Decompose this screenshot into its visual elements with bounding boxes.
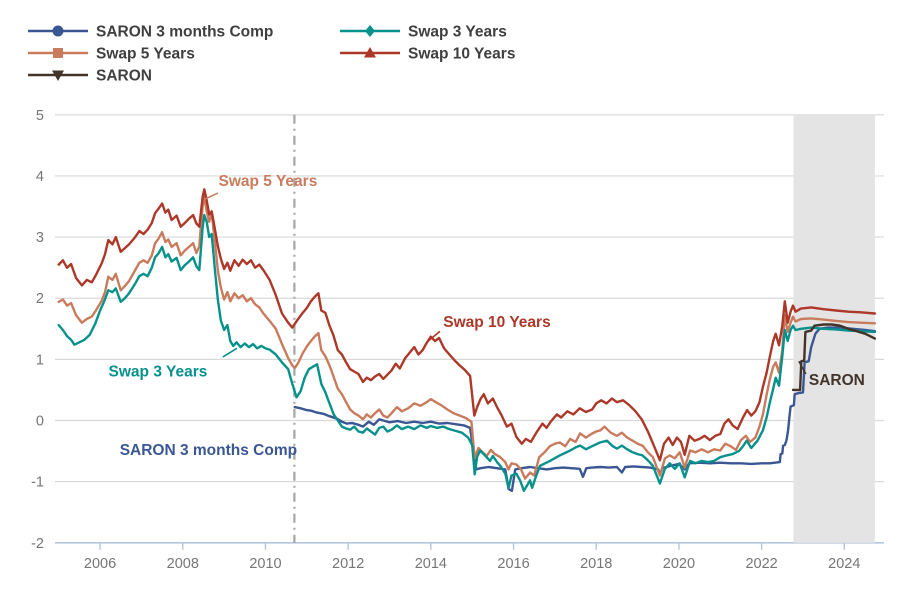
series-line-saron bbox=[791, 323, 877, 392]
x-axis-tick-label: 2012 bbox=[332, 556, 364, 572]
y-axis-tick-label: 3 bbox=[36, 230, 44, 246]
y-axis-tick-label: 1 bbox=[36, 352, 44, 368]
annotation-leader-line bbox=[204, 192, 219, 200]
annotation-leader-line bbox=[427, 330, 441, 342]
y-axis-tick-label: 2 bbox=[36, 291, 44, 307]
series-line-swap-3-years bbox=[57, 213, 877, 492]
legend-label: Swap 3 Years bbox=[408, 24, 507, 41]
x-axis-tick-label: 2024 bbox=[828, 556, 860, 572]
x-axis-tick-label: 2006 bbox=[84, 556, 116, 572]
legend: SARON 3 months Comp Swap 5 Years SARON Swap… bbox=[28, 24, 515, 85]
series-line-saron-3-months-comp bbox=[293, 326, 877, 492]
x-axis-tick-label: 2008 bbox=[167, 556, 199, 572]
annotation-saron: SARON bbox=[809, 372, 865, 389]
legend-label: Swap 10 Years bbox=[408, 46, 515, 63]
legend-item-swap-3-years: Swap 3 Years bbox=[340, 24, 507, 41]
legend-label: SARON bbox=[96, 68, 152, 85]
legend-item-swap-5-years: Swap 5 Years bbox=[28, 46, 195, 63]
annotation-leader-line bbox=[222, 347, 238, 358]
y-axis-tick-label: 0 bbox=[36, 414, 44, 430]
legend-label: SARON 3 months Comp bbox=[96, 24, 273, 41]
x-axis-tick-label: 2010 bbox=[249, 556, 281, 572]
series-line-swap-10-years bbox=[57, 188, 877, 462]
annotation-leader-line bbox=[798, 360, 807, 375]
legend-label: Swap 5 Years bbox=[96, 46, 195, 63]
annotation-swap-3-years: Swap 3 Years bbox=[109, 364, 208, 381]
x-axis-tick-label: 2020 bbox=[663, 556, 695, 572]
x-axis-tick-label: 2018 bbox=[580, 556, 612, 572]
y-axis-tick-label: -1 bbox=[31, 475, 44, 491]
y-axis-tick-label: 4 bbox=[36, 169, 44, 185]
annotation-saron-3-months-comp: SARON 3 months Comp bbox=[120, 442, 297, 459]
annotation-swap-10-years: Swap 10 Years bbox=[443, 314, 550, 331]
triangle-up-marker-icon bbox=[364, 47, 376, 58]
legend-item-saron-3-months-comp: SARON 3 months Comp bbox=[28, 24, 273, 41]
series-line-swap-5-years bbox=[57, 195, 877, 480]
circle-marker-icon bbox=[52, 25, 64, 37]
triangle-down-marker-icon bbox=[52, 70, 64, 81]
x-axis-tick-label: 2014 bbox=[415, 556, 447, 572]
x-axis-tick-label: 2022 bbox=[745, 556, 777, 572]
annotation-swap-5-years: Swap 5 Years bbox=[219, 173, 318, 190]
square-marker-icon bbox=[53, 48, 63, 58]
diamond-marker-icon bbox=[365, 25, 375, 37]
y-axis-tick-label: 5 bbox=[36, 108, 44, 124]
legend-item-saron: SARON bbox=[28, 68, 152, 85]
legend-item-swap-10-years: Swap 10 Years bbox=[340, 46, 515, 63]
y-axis-tick-label: -2 bbox=[31, 536, 44, 552]
x-axis-tick-label: 2016 bbox=[497, 556, 529, 572]
